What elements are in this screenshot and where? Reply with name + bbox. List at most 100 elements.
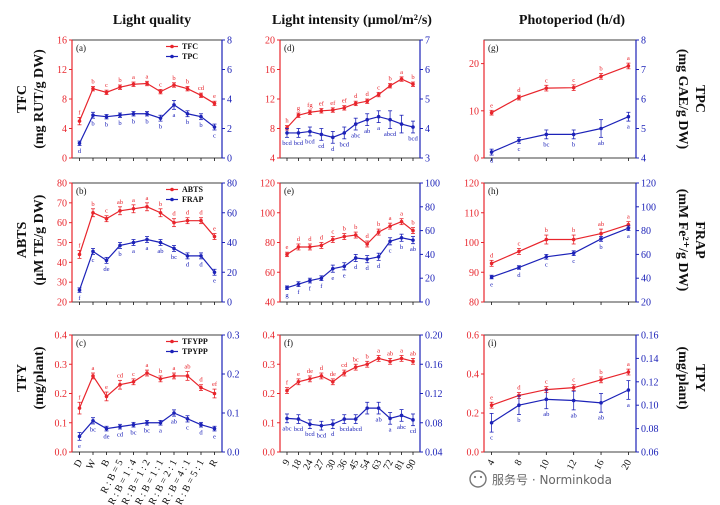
column-title-light-intensity: Light intensity (μmol/m²/s) (272, 13, 432, 28)
data-point (544, 237, 549, 242)
svg-text:TFC: TFC (15, 85, 30, 113)
significance-letter: bcd (294, 426, 304, 433)
significance-letter: a (159, 428, 162, 435)
x-tick-label: 12 (565, 458, 579, 472)
x-tick-label: 20 (620, 458, 634, 472)
left-tick-label: 8 (62, 95, 67, 106)
series-line (491, 371, 629, 406)
significance-letter: e (343, 272, 346, 279)
significance-letter: c (159, 81, 162, 88)
significance-letter: ab (598, 221, 605, 228)
significance-letter: b (159, 201, 163, 208)
right-tick-label: 80 (641, 226, 651, 237)
x-tick-label: 18 (290, 458, 304, 472)
significance-letter: f (78, 109, 81, 116)
right-tick-label: 4 (641, 154, 646, 165)
significance-letter: d (78, 148, 82, 155)
significance-letter: b (517, 417, 521, 424)
data-point (376, 92, 381, 97)
significance-letter: a (146, 195, 149, 202)
significance-letter: cd (117, 372, 124, 379)
right-tick-label: 0.08 (425, 418, 443, 429)
legend-label: TPC (182, 52, 198, 61)
data-point (544, 397, 549, 402)
significance-letter: b (159, 368, 163, 375)
significance-letter: a (627, 361, 630, 368)
series-line (491, 65, 629, 114)
data-point (199, 114, 203, 119)
data-point (77, 288, 82, 292)
panel-i: 0.0 0.2 0.4 0.6 0.06 0.08 0.10 0.12 0.14 0.16 (i) e… (467, 331, 659, 472)
data-point (199, 254, 203, 258)
significance-letter: a (400, 69, 403, 76)
significance-letter: c (377, 84, 380, 91)
legend-marker (170, 54, 174, 59)
data-point (131, 82, 136, 87)
data-point (626, 370, 631, 374)
left-tick-label: 0.3 (263, 360, 276, 371)
significance-letter: bcd (340, 141, 350, 148)
data-point (308, 129, 312, 134)
significance-letter: d (199, 261, 203, 268)
significance-letter: de (307, 368, 313, 375)
significance-letter: b (186, 78, 190, 85)
left-tick-label: 0.4 (55, 331, 68, 342)
series-tpc: d c bc b ab a (489, 111, 631, 165)
significance-letter: cd (198, 85, 205, 92)
right-tick-label: 0 (425, 298, 430, 309)
significance-letter: b (366, 353, 370, 360)
x-tick-label: B (99, 458, 112, 469)
data-point (517, 138, 521, 143)
data-point (212, 426, 217, 431)
data-point (158, 240, 163, 245)
left-tick-label: 4 (270, 154, 275, 165)
significance-letter: b (105, 121, 109, 128)
significance-letter: bcd (317, 433, 327, 440)
plot-frame (483, 182, 637, 303)
svg-text:(mg RUT/g DW): (mg RUT/g DW) (32, 49, 47, 149)
significance-letter: ab (387, 350, 394, 357)
x-tick-label: 81 (393, 458, 407, 472)
series-tpypp: c b ab ab ab a (489, 380, 631, 442)
significance-letter: b (199, 122, 203, 129)
data-point (185, 417, 190, 421)
data-point (91, 86, 95, 91)
data-point (308, 278, 312, 283)
significance-letter: d (354, 264, 358, 271)
data-point (331, 237, 335, 242)
data-point (399, 219, 404, 224)
significance-letter: e (490, 281, 493, 288)
significance-letter: c (186, 424, 189, 431)
significance-letter: f (286, 380, 289, 387)
significance-letter: cd (318, 143, 325, 150)
significance-letter: b (400, 244, 404, 251)
significance-letter: b (145, 118, 149, 125)
legend-marker (170, 44, 174, 49)
data-point (399, 235, 404, 240)
significance-letter: a (627, 214, 630, 221)
right-tick-label: 8 (641, 36, 646, 47)
svg-text:(mg GAE/g DW): (mg GAE/g DW) (675, 49, 690, 150)
data-point (331, 380, 335, 384)
data-point (131, 111, 136, 116)
data-point (145, 111, 149, 116)
data-point (571, 85, 576, 90)
significance-letter: d (517, 385, 521, 392)
significance-letter: d (331, 431, 335, 438)
panel-label: (b) (76, 186, 87, 196)
left-tick-label: 0.4 (467, 370, 480, 381)
data-point (296, 417, 301, 421)
data-point (365, 99, 369, 104)
x-tick-label: 72 (381, 458, 395, 472)
right-tick-label: 0.20 (425, 331, 443, 342)
right-tick-label: 4 (425, 124, 430, 135)
left-tick-label: 80 (265, 238, 275, 249)
right-tick-label: 7 (641, 65, 646, 76)
data-point (365, 257, 369, 261)
svg-text:FRAP: FRAP (692, 221, 707, 259)
right-tick-label: 40 (227, 238, 237, 249)
significance-letter: a (146, 245, 149, 252)
significance-letter: d (308, 236, 312, 243)
left-tick-label: 0.0 (263, 448, 276, 459)
data-point (296, 245, 301, 249)
